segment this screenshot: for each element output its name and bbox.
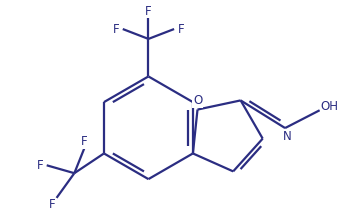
Text: F: F bbox=[145, 5, 152, 18]
Text: F: F bbox=[178, 22, 184, 36]
Text: N: N bbox=[283, 130, 292, 143]
Text: OH: OH bbox=[321, 100, 339, 113]
Text: F: F bbox=[36, 159, 43, 172]
Text: F: F bbox=[81, 135, 87, 148]
Text: O: O bbox=[193, 94, 202, 107]
Text: F: F bbox=[49, 198, 56, 211]
Text: F: F bbox=[112, 22, 119, 36]
